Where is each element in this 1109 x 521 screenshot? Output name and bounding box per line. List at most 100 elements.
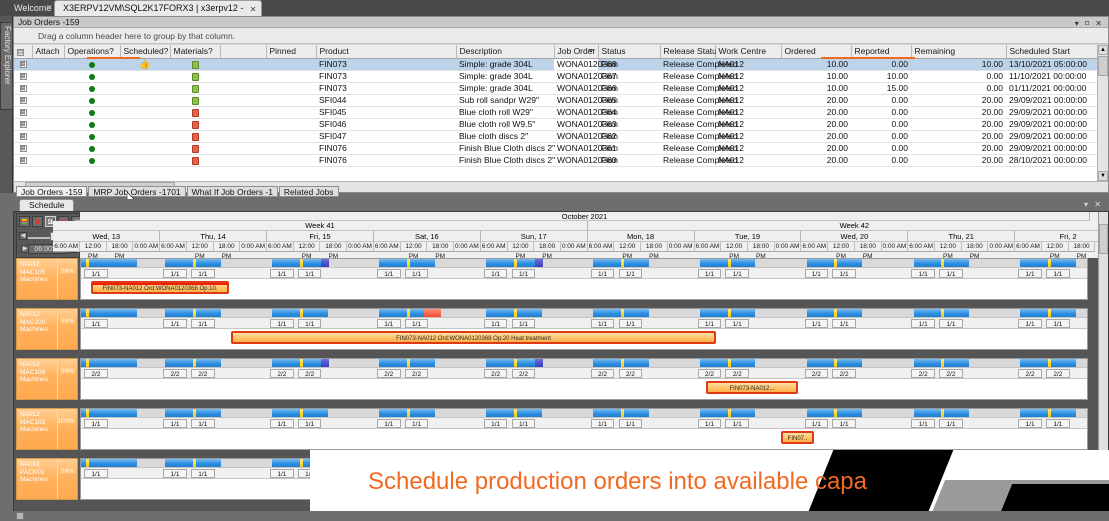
capacity-ratio-chip[interactable]: 1/1 (725, 419, 749, 428)
capacity-ratio-chip[interactable]: 1/1 (911, 269, 935, 278)
column-header-scheduled-start[interactable]: Scheduled Start (1006, 45, 1102, 59)
column-header-remaining[interactable]: Remaining (911, 45, 1007, 59)
capacity-ratio-chip[interactable]: 1/1 (804, 319, 829, 328)
row-expander-cell[interactable]: ⊞ (14, 130, 32, 143)
capacity-ratio-chip[interactable]: 1/1 (939, 269, 963, 278)
tab-schedule[interactable]: Schedule (19, 199, 75, 211)
operation-bar[interactable]: FIN07.. (781, 431, 814, 444)
scroll-thumb-vertical[interactable] (1098, 56, 1108, 76)
table-row[interactable]: ⊞ SFI047 Blue cloth discs 2" WONA0120362 Fir… (14, 130, 1108, 143)
capacity-ratio-chip[interactable]: 1/1 (270, 269, 294, 278)
capacity-ratio-chip[interactable]: 1/1 (618, 419, 643, 428)
operation-bar[interactable]: FIN073-NA012... (706, 381, 798, 394)
row-expander-cell[interactable]: ⊞ (14, 106, 32, 119)
capacity-ratio-chip[interactable]: 2/2 (590, 369, 615, 378)
capacity-ratio-chip[interactable]: 1/1 (377, 419, 401, 428)
expand-row-icon[interactable]: ⊞ (19, 145, 27, 153)
column-header-selectall[interactable]: ⊟ (14, 45, 33, 59)
operation-bar[interactable]: FIN073-NA012 Ord:WONA0120368 Op:20 Heat … (231, 331, 716, 344)
operation-bar[interactable]: FIN073-NA012 Ord:WONA0120368 Op:10. (91, 281, 229, 294)
column-header-reported[interactable]: Reported (851, 45, 912, 59)
capacity-ratio-chip[interactable]: 1/1 (163, 419, 187, 428)
capacity-ratio-chip[interactable]: 1/1 (404, 269, 429, 278)
capacity-ratio-chip[interactable]: 1/1 (618, 319, 643, 328)
capacity-ratio-chip[interactable]: 1/1 (404, 319, 429, 328)
capacity-ratio-chip[interactable]: 2/2 (297, 369, 322, 378)
column-header-attach[interactable]: Attach (32, 45, 65, 59)
expand-row-icon[interactable]: ⊞ (19, 85, 27, 93)
schedule-pin-close-icons[interactable]: ▾ ✕ (1084, 200, 1103, 209)
capacity-ratio-chip[interactable]: 1/1 (832, 419, 856, 428)
capacity-ratio-chip[interactable]: 1/1 (911, 319, 935, 328)
column-header-ordered[interactable]: Ordered (781, 45, 852, 59)
operation-lane[interactable]: FIN073-NA012 Ord:WONA0120368 Op:20 Heat … (81, 328, 1087, 349)
capacity-ratio-chip[interactable]: 1/1 (832, 319, 856, 328)
expand-row-icon[interactable]: ⊞ (19, 73, 27, 81)
capacity-ratio-chip[interactable]: 1/1 (697, 419, 722, 428)
capacity-ratio-chip[interactable]: 1/1 (163, 469, 187, 478)
gantt-resource-row[interactable]: NA012 MAC105 Machines 98% 1/1 1/1 1/1 1/1 1/1 1/1… (14, 258, 1098, 300)
capacity-ratio-chip[interactable]: 2/2 (377, 369, 401, 378)
capacity-ratio-chip[interactable]: 1/1 (191, 469, 215, 478)
table-row[interactable]: ⊞ 👍 FIN073 Simple: grade 304L WONA0120368 Fir… (14, 58, 1108, 71)
slider-left-arrow-icon[interactable]: ◀ (19, 232, 27, 240)
capacity-ratio-chip[interactable]: 1/1 (191, 419, 215, 428)
row-expander-cell[interactable]: ⊞ (14, 82, 32, 95)
row-expander-cell[interactable]: ⊞ (14, 118, 32, 131)
expand-row-icon[interactable]: ⊞ (19, 97, 27, 105)
capacity-ratio-chip[interactable]: 1/1 (1018, 319, 1042, 328)
capacity-ratio-chip[interactable]: 1/1 (270, 469, 294, 478)
operation-lane[interactable]: FIN073-NA012... (81, 378, 1087, 399)
column-header-operations[interactable]: Operations? (64, 45, 121, 59)
column-header-job-order[interactable]: Job Order (554, 45, 599, 59)
capacity-ratio-chip[interactable]: 1/1 (270, 419, 294, 428)
welcome-tab-close-icon[interactable]: ✕ (46, 3, 53, 12)
capacity-ratio-chip[interactable]: 1/1 (483, 269, 508, 278)
expand-row-icon[interactable]: ⊞ (19, 109, 27, 117)
capacity-ratio-chip[interactable]: 2/2 (191, 369, 215, 378)
row-expander-cell[interactable]: ⊞ (14, 58, 32, 71)
table-row[interactable]: ⊞ FIN073 Simple: grade 304L WONA0120367 Firm… (14, 70, 1108, 83)
capacity-ratio-chip[interactable]: 1/1 (483, 419, 508, 428)
tab-active-document[interactable]: X3ERPV12VM\SQL2K17FORX3 | x3erpv12 - ✕ (54, 0, 263, 16)
capacity-ratio-chip[interactable]: 2/2 (404, 369, 429, 378)
capacity-ratio-chip[interactable]: 1/1 (84, 419, 108, 428)
capacity-ratio-chip[interactable]: 1/1 (939, 319, 963, 328)
group-by-dropzone[interactable]: Drag a column header here to group by th… (14, 28, 1108, 44)
tab-welcome[interactable]: Welcome (14, 3, 52, 13)
filter-icon[interactable] (32, 216, 43, 227)
gantt-resource-row[interactable]: NA012 MAC103 Machines 100% 1/1 1/1 1/1 1/1 1/1 1/… (14, 408, 1098, 450)
capacity-ratio-chip[interactable]: 2/2 (163, 369, 187, 378)
table-row[interactable]: ⊞ SFI046 Blue cloth roll W9.5" WONA0120363 F… (14, 118, 1108, 131)
capacity-ratio-chip[interactable]: 1/1 (163, 269, 187, 278)
tab-mrp-job-orders-1701[interactable]: MRP Job Orders -1701 (88, 186, 186, 197)
resource-label[interactable]: NA012 MAC105 Machines 98% (16, 258, 78, 300)
capacity-ratio-chip[interactable]: 2/2 (270, 369, 294, 378)
gantt-resource-row[interactable]: NA012 MAC100 Machines 99% 2/2 2/2 2/2 2/2 2/2 2/2… (14, 358, 1098, 400)
row-expander-cell[interactable]: ⊞ (14, 154, 32, 167)
capacity-ratio-chip[interactable]: 1/1 (297, 419, 322, 428)
column-header-materials[interactable]: Materials? (170, 45, 221, 59)
expand-row-icon[interactable]: ⊞ (19, 121, 27, 129)
expand-row-icon[interactable]: ⊞ (19, 133, 27, 141)
scroll-up-button[interactable]: ▲ (1098, 45, 1108, 55)
row-expander-cell[interactable]: ⊞ (14, 94, 32, 107)
panel-pin-close-icons[interactable]: ▾ ⌑ ✕ (1074, 19, 1104, 28)
capacity-ratio-chip[interactable]: 1/1 (939, 419, 963, 428)
capacity-ratio-chip[interactable]: 2/2 (618, 369, 643, 378)
column-header-pinned[interactable]: Pinned (266, 45, 317, 59)
capacity-ratio-chip[interactable]: 1/1 (1046, 269, 1070, 278)
capacity-ratio-chip[interactable]: 1/1 (297, 269, 322, 278)
capacity-ratio-chip[interactable]: 1/1 (590, 419, 615, 428)
row-expander-cell[interactable]: ⊞ (14, 142, 32, 155)
capacity-ratio-chip[interactable]: 2/2 (697, 369, 722, 378)
capacity-ratio-chip[interactable]: 1/1 (1018, 269, 1042, 278)
capacity-ratio-chip[interactable]: 2/2 (832, 369, 856, 378)
expand-row-icon[interactable]: ⊞ (19, 157, 27, 165)
gantt-vertical-scrollbar[interactable] (1098, 212, 1108, 520)
column-header-work-centre[interactable]: Work Centre (715, 45, 782, 59)
column-header-status[interactable]: Status (598, 45, 661, 59)
capacity-ratio-chip[interactable]: 1/1 (590, 319, 615, 328)
capacity-ratio-chip[interactable]: 2/2 (84, 369, 108, 378)
